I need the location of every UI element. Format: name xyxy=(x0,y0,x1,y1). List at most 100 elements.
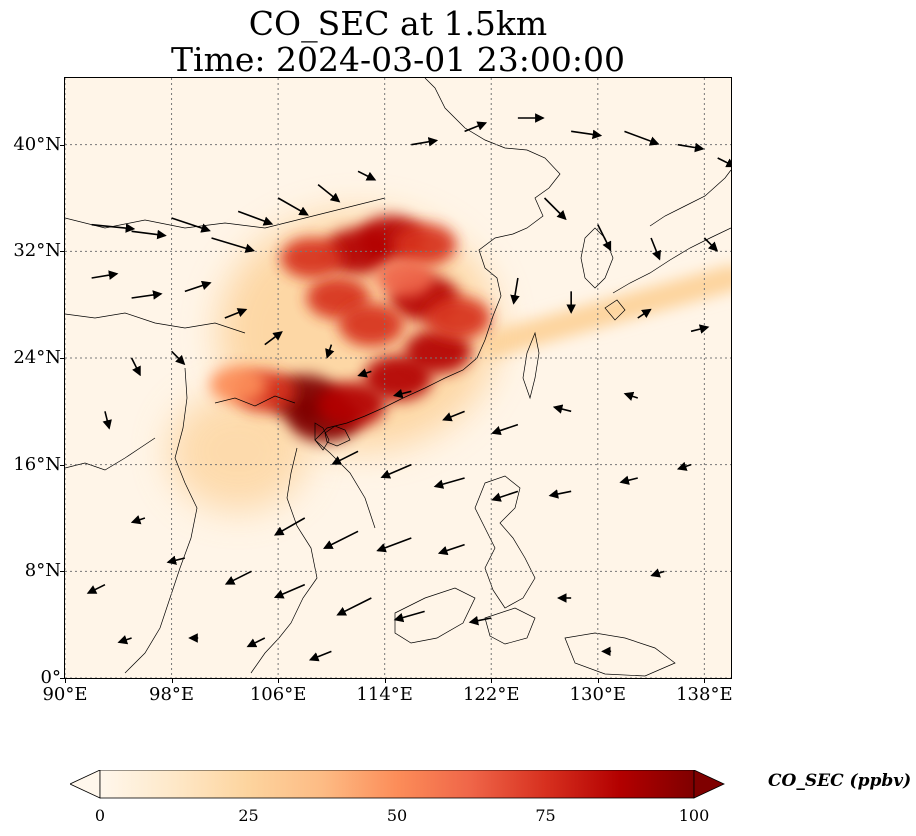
wind-arrow xyxy=(552,404,572,414)
lat-tick-mark xyxy=(60,358,65,359)
co-hotspot xyxy=(393,223,457,266)
colorbar xyxy=(70,770,725,799)
wind-arrow xyxy=(277,197,309,216)
wind-arrow xyxy=(264,331,283,346)
lat-tick-label: 0° xyxy=(40,667,61,688)
colorbar-tick-label: 100 xyxy=(678,806,710,825)
colorbar-tick-label: 50 xyxy=(386,806,408,825)
colorbar-tick-label: 0 xyxy=(94,806,106,825)
wind-arrow xyxy=(308,650,332,662)
wind-arrow xyxy=(650,568,665,578)
wind-arrow xyxy=(86,583,106,594)
wind-arrow xyxy=(510,277,520,305)
lat-tick-mark xyxy=(60,678,65,679)
co-hotspot xyxy=(375,258,434,298)
lat-tick-label: 40°N xyxy=(13,133,61,155)
co-hotspot xyxy=(404,329,472,374)
lat-tick-mark xyxy=(60,251,65,253)
co-plume xyxy=(478,265,731,358)
lon-tick-mark xyxy=(278,678,280,683)
colorbar-tick-label: 75 xyxy=(535,806,556,825)
coastlines xyxy=(65,78,731,677)
wind-arrow xyxy=(273,583,306,599)
wind-arrow xyxy=(317,184,341,203)
wind-arrow xyxy=(331,450,359,465)
wind-arrow xyxy=(171,217,211,233)
co-hotspot xyxy=(210,366,267,404)
wind-arrow xyxy=(91,270,119,280)
wind-arrow xyxy=(437,543,465,556)
lat-tick-label: 32°N xyxy=(13,240,61,262)
wind-arrow xyxy=(131,290,163,300)
wind-arrow xyxy=(357,170,377,181)
lon-tick-label: 138°E xyxy=(676,684,733,705)
wind-arrow xyxy=(130,357,141,377)
lon-tick-mark xyxy=(65,678,66,683)
map-title: CO_SEC at 1.5km xyxy=(248,4,548,43)
lat-tick-mark xyxy=(60,144,65,146)
wind-arrow xyxy=(597,224,612,252)
wind-arrow xyxy=(117,635,132,645)
wind-arrow xyxy=(468,615,492,626)
wind-arrow xyxy=(392,388,412,399)
wind-arrow xyxy=(91,223,136,233)
colorbar-label: CO_SEC (ppbv) xyxy=(768,771,912,791)
map-time-subtitle: Time: 2024-03-01 23:00:00 xyxy=(171,40,625,79)
wind-arrow xyxy=(624,130,660,146)
lon-tick-label: 130°E xyxy=(569,684,627,705)
wind-arrow xyxy=(273,517,306,536)
wind-arrow xyxy=(411,137,439,147)
wind-arrow xyxy=(130,515,146,525)
wind-arrow xyxy=(184,280,212,293)
wind-arrow xyxy=(224,570,252,585)
lon-tick-label: 114°E xyxy=(356,684,413,705)
lon-tick-label: 98°E xyxy=(149,684,195,705)
wind-arrow xyxy=(619,475,638,485)
co-hotspot xyxy=(280,237,343,279)
wind-vectors xyxy=(86,113,731,662)
map-panel[interactable] xyxy=(64,77,732,679)
wind-arrow xyxy=(323,530,359,549)
wind-arrow xyxy=(433,477,465,489)
wind-arrow xyxy=(623,391,639,401)
lon-tick-mark xyxy=(491,678,493,683)
gridlines xyxy=(65,78,731,678)
wind-arrow xyxy=(237,210,274,226)
wind-arrow xyxy=(491,423,519,436)
wind-arrow xyxy=(703,237,719,252)
lat-tick-mark xyxy=(60,571,65,573)
wind-arrow xyxy=(336,597,372,616)
wind-arrow xyxy=(380,463,412,479)
wind-arrow xyxy=(102,411,112,430)
wind-arrow xyxy=(543,197,567,221)
colorbar-extend-min xyxy=(70,770,101,799)
lon-tick-mark xyxy=(384,678,386,683)
wind-arrow xyxy=(224,308,248,319)
wind-arrow xyxy=(571,129,603,140)
wind-arrow xyxy=(393,610,425,623)
wind-arrow xyxy=(491,490,519,502)
co-southwest-region xyxy=(168,391,309,512)
wind-arrow xyxy=(690,324,710,334)
colorbar-extend-max xyxy=(693,770,725,799)
lat-tick-label: 16°N xyxy=(13,453,61,475)
co-concentration-field xyxy=(168,211,731,512)
wind-arrow xyxy=(211,237,256,253)
lon-tick-mark xyxy=(597,678,599,683)
wind-arrow xyxy=(677,142,705,153)
wind-arrow xyxy=(131,229,167,240)
wind-arrow xyxy=(325,344,335,359)
wind-arrow xyxy=(357,368,372,378)
co-hotspot xyxy=(425,296,491,340)
co-hotspot xyxy=(317,381,386,428)
lat-tick-mark xyxy=(60,464,65,466)
lon-tick-label: 122°E xyxy=(462,684,520,705)
lon-tick-label: 106°E xyxy=(249,684,307,705)
lon-tick-mark xyxy=(171,678,173,683)
wind-arrow xyxy=(246,637,266,648)
wind-arrow xyxy=(548,489,572,499)
wind-arrow xyxy=(170,350,186,366)
co-hotspot xyxy=(338,303,404,347)
map-canvas xyxy=(65,78,731,678)
colorbar-tick-label: 25 xyxy=(238,806,259,825)
